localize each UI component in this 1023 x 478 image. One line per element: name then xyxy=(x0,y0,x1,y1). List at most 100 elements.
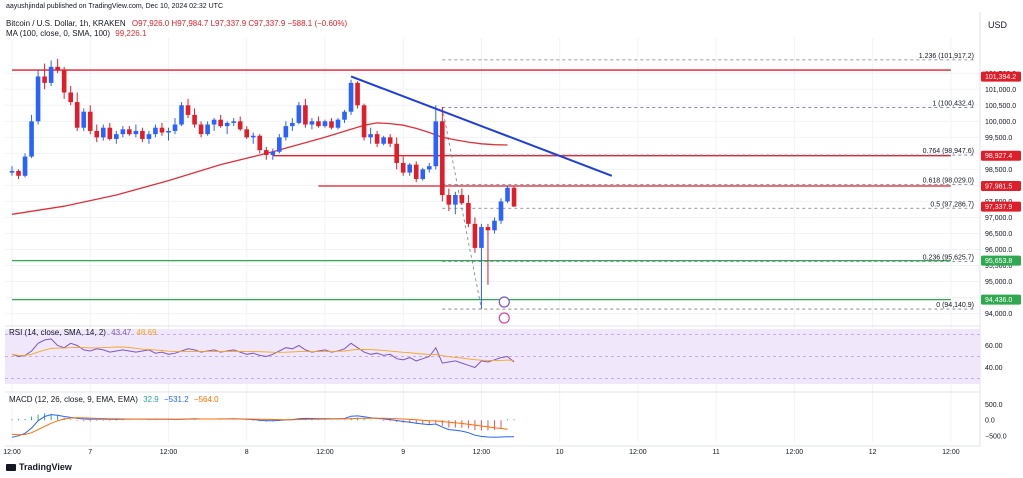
candle-body xyxy=(94,130,100,138)
candle-body xyxy=(472,223,478,248)
time-tick-label[interactable]: 12:00 xyxy=(316,449,334,456)
price-tag-box xyxy=(981,201,1021,212)
price-tag-box xyxy=(981,150,1021,161)
price-axis[interactable]: 101,500.0101,000.0100,500.0100,000.099,5… xyxy=(985,71,1016,441)
candle-body xyxy=(511,187,517,207)
candle-body xyxy=(446,195,452,205)
macd-tick-label[interactable]: −500.0 xyxy=(985,433,1007,440)
macd-value-2: −531.2 xyxy=(163,395,189,404)
ma-legend-label: MA (100, close, 0, SMA, 100) xyxy=(6,29,111,38)
candle-body xyxy=(120,129,126,135)
price-tag-box xyxy=(981,71,1021,82)
time-tick-label[interactable]: 12:00 xyxy=(473,449,491,456)
publisher-line: aayushjindal published on TradingView.co… xyxy=(6,3,224,10)
candle-body xyxy=(100,127,106,138)
macd-signal-line xyxy=(11,417,508,436)
fib-label: 0.764 (98,947.6) xyxy=(923,148,974,155)
time-tick-label[interactable]: 12:00 xyxy=(786,449,804,456)
time-tick-label[interactable]: 7 xyxy=(88,449,92,456)
candle-body xyxy=(172,124,178,131)
macd-value-1: 32.9 xyxy=(143,395,159,404)
time-tick-label[interactable]: 9 xyxy=(401,449,405,456)
candle-body xyxy=(303,105,308,125)
candle-body xyxy=(387,137,393,144)
candle-body xyxy=(127,129,132,135)
macd-tick-label[interactable]: 0.0 xyxy=(985,418,995,425)
candle-body xyxy=(348,82,354,112)
event-markers[interactable] xyxy=(498,296,510,324)
candle-body xyxy=(87,111,93,131)
candle-body xyxy=(400,162,406,173)
time-tick-label[interactable]: 12:00 xyxy=(942,449,960,456)
candle-body xyxy=(61,70,67,93)
fib-label: 1.236 (101,917.2) xyxy=(919,53,974,60)
price-tick-label[interactable]: 99,500.0 xyxy=(985,135,1012,142)
candle-body xyxy=(283,126,289,138)
candle-body xyxy=(55,66,60,71)
price-tag-text: 97,981.5 xyxy=(985,184,1012,191)
price-tick-label[interactable]: 94,000.0 xyxy=(985,311,1012,318)
candle-body xyxy=(250,135,256,138)
price-tick-label[interactable]: 95,000.0 xyxy=(985,279,1012,286)
candle-body xyxy=(263,150,269,155)
price-tick-label[interactable]: 97,000.0 xyxy=(985,215,1012,222)
tradingview-logo[interactable]: TradingView xyxy=(6,462,72,472)
candle-body xyxy=(426,166,432,170)
plus-marker-icon[interactable] xyxy=(498,296,510,308)
time-tick-label[interactable]: 12:00 xyxy=(3,449,21,456)
candle-body xyxy=(479,227,484,248)
rsi-tick-label[interactable]: 60.00 xyxy=(985,343,1003,350)
fib-label: 0.236 (95,625.7) xyxy=(923,254,974,261)
candle-body xyxy=(205,124,210,135)
candle-body xyxy=(68,92,73,103)
candle-body xyxy=(146,134,152,139)
price-tick-label[interactable]: 101,000.0 xyxy=(985,87,1016,94)
ma-legend[interactable]: MA (100, close, 0, SMA, 100) 99,226.1 xyxy=(6,29,146,38)
candle-body xyxy=(211,119,217,125)
candles[interactable] xyxy=(9,58,517,309)
ma-legend-value: 99,226.1 xyxy=(115,29,147,38)
candle-body xyxy=(420,169,426,179)
price-tick-label[interactable]: 100,500.0 xyxy=(985,103,1016,110)
macd-tick-label[interactable]: 500.0 xyxy=(985,402,1003,409)
candle-body xyxy=(74,102,80,128)
price-tag-text: 94,436.0 xyxy=(985,297,1012,304)
candle-body xyxy=(133,130,139,135)
currency-label: USD xyxy=(988,20,1008,30)
time-tick-label[interactable]: 10 xyxy=(556,449,564,456)
time-tick-label[interactable]: 12:00 xyxy=(160,449,178,456)
candle-body xyxy=(361,105,367,138)
candle-body xyxy=(342,111,347,120)
price-tick-label[interactable]: 100,000.0 xyxy=(985,119,1016,126)
candle-body xyxy=(413,164,419,179)
macd-legend[interactable]: MACD (12, 26, close, 9, EMA, EMA) 32.9 −… xyxy=(9,395,219,404)
rsi-value-2: 48.69 xyxy=(136,328,157,337)
candle-body xyxy=(224,122,230,127)
time-tick-label[interactable]: 11 xyxy=(713,449,720,456)
time-tick-label[interactable]: 12:00 xyxy=(629,449,647,456)
trend-line[interactable] xyxy=(350,75,613,177)
price-tag-box xyxy=(981,294,1021,305)
price-tick-label[interactable]: 96,500.0 xyxy=(985,231,1012,238)
rsi-legend[interactable]: RSI (14, close, SMA, 14, 2) 43.47 48.69 xyxy=(9,328,156,337)
lightning-marker-icon[interactable] xyxy=(498,312,510,324)
rsi-tick-label[interactable]: 40.00 xyxy=(985,365,1003,372)
time-axis[interactable]: 12:00 7 12:00 8 12:00 9 12:00 10 12:00 11 12:00 12 1… xyxy=(3,449,960,456)
time-tick-label[interactable]: 12 xyxy=(869,449,877,456)
symbol-info: Bitcoin / U.S. Dollar, 1h, KRAKEN O97,92… xyxy=(6,19,347,28)
price-tick-label[interactable]: 95,500.0 xyxy=(985,263,1012,270)
candle-body xyxy=(368,134,373,138)
candle-body xyxy=(277,137,282,152)
rsi-pane xyxy=(5,334,980,379)
price-tick-label[interactable]: 98,500.0 xyxy=(985,167,1012,174)
time-tick-label[interactable]: 8 xyxy=(245,449,249,456)
price-tick-label[interactable]: 96,000.0 xyxy=(985,247,1012,254)
candle-body xyxy=(309,121,315,125)
candle-body xyxy=(453,195,458,205)
candle-body xyxy=(114,134,119,139)
candle-body xyxy=(107,127,113,139)
tradingview-brand: TradingView xyxy=(19,462,72,472)
macd-label: MACD (12, 26, close, 9, EMA, EMA) xyxy=(9,395,138,404)
macd-line xyxy=(11,414,514,438)
